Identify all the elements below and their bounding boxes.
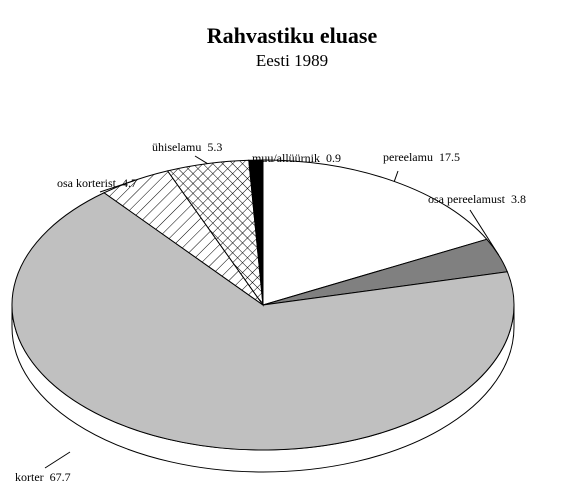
leader-line xyxy=(393,170,399,182)
leader-line xyxy=(44,451,71,469)
pie-slice xyxy=(248,159,264,306)
slice-value: 5.3 xyxy=(207,140,222,154)
pie-slice xyxy=(262,159,488,306)
leader-line xyxy=(99,179,135,193)
slice-value: 4.7 xyxy=(122,176,137,190)
slice-label: pereelamu 17.5 xyxy=(383,150,460,164)
slice-value: 0.9 xyxy=(326,151,341,165)
slice-label: osa korterist 4.7 xyxy=(57,176,137,190)
slice-label: muu/allüürnik 0.9 xyxy=(252,151,341,165)
slice-category: osa pereelamust xyxy=(428,192,506,206)
leader-line xyxy=(194,155,208,165)
slice-label: ühiselamu 5.3 xyxy=(152,140,222,154)
chart-title: Rahvastiku eluase xyxy=(207,23,378,48)
slice-value: 17.5 xyxy=(439,150,460,164)
slice-category: muu/allüürnik xyxy=(252,151,320,165)
slice-label: korter 67.7 xyxy=(15,470,71,484)
chart-subtitle: Eesti 1989 xyxy=(256,51,328,70)
slice-category: ühiselamu xyxy=(152,140,201,154)
slice-category: pereelamu xyxy=(383,150,433,164)
slice-label: osa pereelamust 3.8 xyxy=(428,192,526,206)
pie-slice xyxy=(11,192,515,451)
leader-line xyxy=(469,209,500,256)
slice-category: osa korterist xyxy=(57,176,117,190)
slice-value: 3.8 xyxy=(511,192,526,206)
leader-line xyxy=(255,159,259,167)
slice-category: korter xyxy=(15,470,44,484)
slice-value: 67.7 xyxy=(50,470,71,484)
